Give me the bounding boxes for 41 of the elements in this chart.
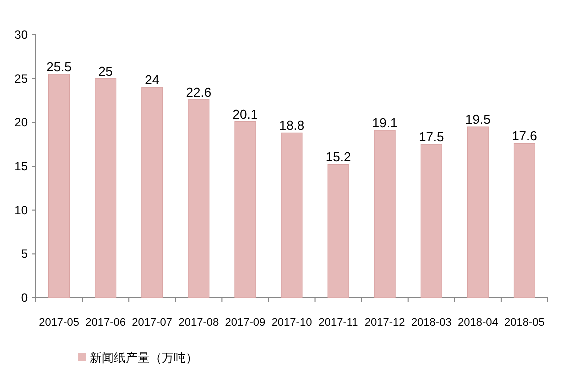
x-tick-label: 2017-05: [39, 317, 80, 329]
bar: [281, 132, 303, 298]
y-tick-label: 25: [14, 72, 28, 86]
data-label: 25: [98, 64, 114, 79]
bar: [188, 100, 210, 298]
bar: [374, 130, 396, 298]
x-tick-label: 2017-11: [318, 317, 358, 329]
data-label: 17.5: [418, 130, 444, 145]
data-label: 15.2: [326, 150, 352, 165]
x-tick-label: 2017-08: [178, 317, 220, 329]
x-tick-label: 2018-04: [458, 317, 498, 329]
legend-label: 新闻纸产量（万吨）: [90, 351, 198, 365]
bar: [95, 78, 117, 298]
data-label: 19.1: [372, 116, 398, 131]
y-tick-label: 15: [14, 160, 28, 174]
bar: [142, 87, 164, 298]
data-label: 25.5: [46, 59, 72, 74]
bar: [328, 164, 350, 298]
x-tick-label: 2017-12: [364, 317, 406, 329]
bar: [234, 121, 256, 298]
y-tick-label: 0: [21, 291, 28, 305]
x-tick-label: 2017-06: [86, 317, 126, 329]
x-tick-label: 2017-07: [132, 317, 173, 329]
bar: [514, 143, 536, 298]
data-label: 19.5: [466, 112, 491, 128]
y-tick-label: 10: [14, 203, 28, 218]
data-label: 18.8: [279, 118, 305, 134]
data-label: 22.6: [186, 84, 212, 100]
x-tick-label: 2018-03: [411, 317, 452, 329]
y-tick-label: 20: [14, 116, 28, 130]
bar: [420, 144, 442, 298]
y-tick-label: 30: [14, 28, 28, 42]
x-tick-label: 2017-09: [225, 317, 266, 329]
bar: [48, 74, 70, 298]
data-label: 20.1: [232, 106, 258, 122]
bar: [467, 126, 489, 298]
x-tick-label: 2017-10: [272, 317, 312, 329]
data-label: 17.6: [512, 128, 538, 144]
data-label: 24: [145, 72, 160, 88]
y-tick-label: 5: [21, 247, 28, 262]
x-tick-label: 2018-05: [504, 317, 545, 329]
